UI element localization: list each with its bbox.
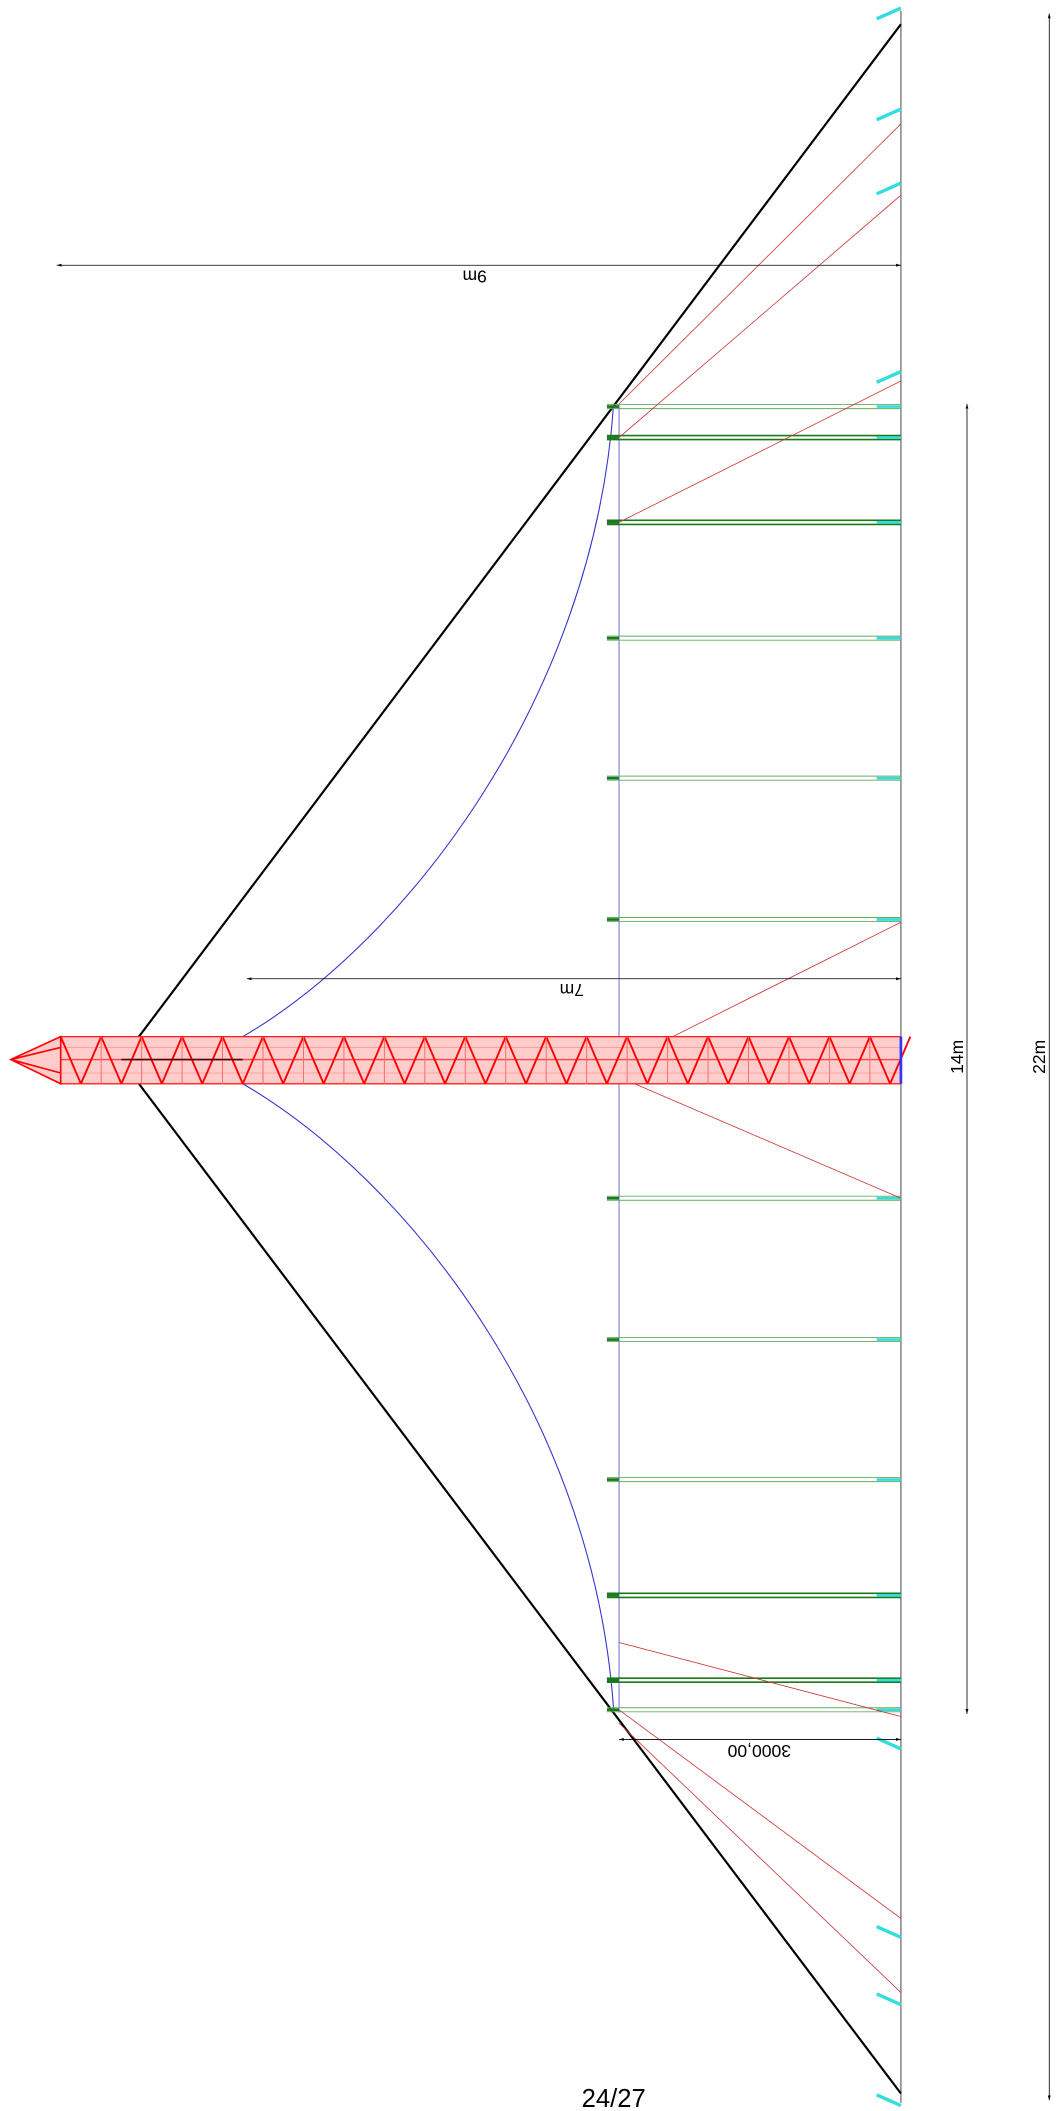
red-cable [618, 380, 902, 523]
tower-diagonal [262, 1036, 285, 1085]
dimension-label: 22m [1029, 1040, 1049, 1074]
red-cable [618, 1076, 902, 1199]
tower-diagonal [646, 1036, 669, 1085]
guy-line [138, 23, 902, 1038]
cyan-anchor [875, 2093, 902, 2108]
tower-diagonal [788, 1036, 811, 1085]
tower-diagonal [504, 1036, 527, 1085]
tower-diagonal [100, 1036, 123, 1085]
tower-diagonal [747, 1036, 770, 1085]
tower-diagonal [59, 1036, 82, 1085]
tower-diagonal [484, 1036, 507, 1085]
tower-diagonal [808, 1036, 831, 1085]
cyan-anchor [875, 107, 902, 122]
blue-curve [242, 403, 615, 1038]
tower-diagonal [525, 1036, 548, 1085]
tower-diagonal [585, 1036, 608, 1085]
blue-curve [242, 1083, 615, 1710]
tower-diagonal [545, 1036, 568, 1085]
tower-diagonal [343, 1036, 366, 1085]
tower-diagonal [828, 1036, 851, 1085]
red-cable [618, 123, 902, 405]
page-number: 24/27 [582, 2085, 646, 2111]
tower-diagonal [363, 1036, 386, 1085]
tower-diagonal [727, 1036, 750, 1085]
cyan-anchor [875, 1992, 902, 2007]
red-cable [618, 1642, 902, 1717]
tower-diagonal [626, 1036, 649, 1085]
tower-diagonal [383, 1036, 406, 1085]
cyan-anchor [875, 1925, 902, 1939]
tower-diagonal [606, 1036, 628, 1085]
dimension-label: 3000,00 [727, 1741, 791, 1761]
dimension-label: 14m [947, 1040, 967, 1074]
tower-diagonal [565, 1036, 588, 1085]
red-cable [618, 1709, 902, 1919]
tower-diagonal [686, 1036, 709, 1085]
cyan-anchor [875, 370, 902, 384]
cyan-anchor [875, 181, 902, 196]
tower-diagonal [464, 1036, 487, 1085]
tower-diagonal [282, 1036, 305, 1085]
tower-diagonal [707, 1036, 730, 1085]
red-cable [618, 1722, 902, 1993]
layout [8, 6, 912, 2108]
dimension-label: 9m [463, 267, 487, 287]
cyan-anchor [875, 6, 902, 21]
tower-diagonal [767, 1036, 790, 1085]
dimension-label: 7m [560, 980, 584, 1000]
tower-diagonal [848, 1036, 871, 1085]
guy-line [138, 1083, 902, 2095]
tower-tip [8, 1035, 62, 1086]
tower-diagonal [423, 1036, 446, 1085]
tower-diagonal [869, 1036, 891, 1085]
tower-diagonal [302, 1036, 325, 1085]
tower-diagonal [80, 1036, 103, 1085]
red-cable [618, 194, 902, 438]
tower-diagonal [444, 1036, 467, 1085]
tower-diagonal [666, 1036, 689, 1085]
tower-diagonal [241, 1036, 264, 1085]
tower-diagonal [322, 1036, 345, 1085]
tower-diagonal [403, 1036, 426, 1085]
